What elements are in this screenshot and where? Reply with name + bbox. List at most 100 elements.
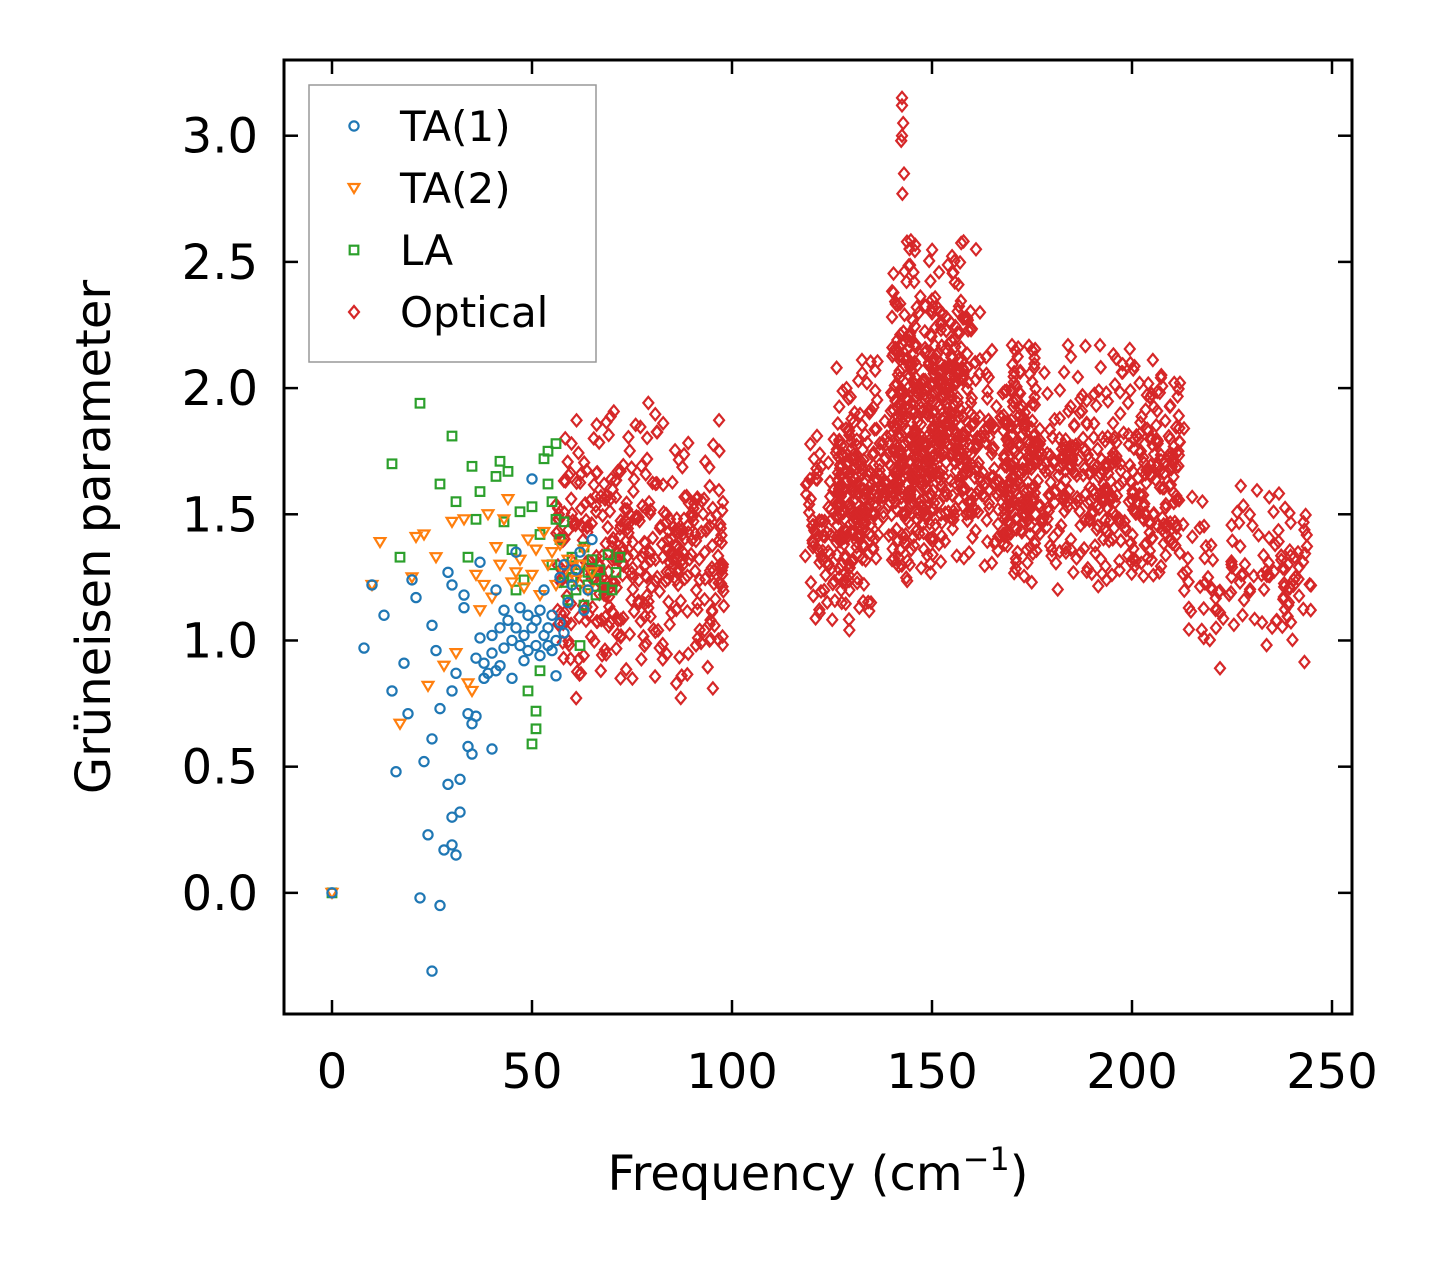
data-point: [925, 292, 939, 308]
data-point: [542, 478, 554, 490]
data-point: [584, 567, 600, 580]
data-point: [1270, 612, 1284, 628]
data-point: [466, 748, 478, 760]
data-point: [907, 427, 921, 443]
plot-frame: [282, 58, 1354, 1016]
data-point: [1177, 420, 1191, 437]
data-point: [937, 410, 951, 426]
data-point: [1284, 514, 1298, 531]
data-point: [1114, 456, 1127, 472]
data-point: [1074, 391, 1087, 407]
data-point: [1149, 471, 1162, 488]
data-point: [704, 612, 717, 628]
data-point: [589, 488, 602, 505]
data-point: [872, 457, 886, 473]
data-point: [1062, 403, 1075, 419]
data-point: [1097, 490, 1111, 506]
data-point: [458, 589, 470, 601]
data-point: [847, 446, 861, 462]
data-point: [842, 622, 856, 638]
data-point: [919, 479, 933, 495]
data-point: [1015, 524, 1029, 541]
data-point: [887, 265, 900, 282]
x-tick-label: 100: [686, 1044, 778, 1100]
data-point: [903, 326, 916, 342]
data-point: [472, 605, 488, 618]
legend-marker: [348, 120, 360, 132]
data-point: [816, 543, 830, 559]
data-point: [713, 516, 727, 532]
data-point: [562, 596, 574, 609]
data-point: [402, 707, 414, 720]
data-point: [1038, 463, 1052, 480]
data-point: [1286, 632, 1299, 648]
data-point: [591, 556, 605, 573]
data-point: [579, 612, 593, 629]
data-point: [438, 844, 450, 856]
data-point: [1025, 342, 1039, 358]
data-point: [1300, 538, 1314, 555]
data-point: [961, 322, 975, 338]
data-point: [1089, 397, 1103, 414]
data-point: [640, 430, 654, 446]
data-point: [434, 478, 446, 490]
data-point: [468, 569, 484, 582]
data-point: [659, 541, 673, 557]
data-point: [1028, 389, 1041, 405]
data-point: [566, 551, 578, 563]
data-point: [621, 429, 635, 445]
data-point: [1079, 338, 1092, 354]
data-point: [893, 363, 906, 379]
data-point: [818, 513, 832, 529]
data-point: [894, 383, 907, 400]
data-point: [839, 595, 853, 612]
data-point: [446, 430, 458, 442]
data-point: [894, 387, 908, 403]
data-point: [922, 253, 936, 269]
data-point: [1005, 337, 1019, 353]
data-point: [817, 582, 831, 598]
data-point: [386, 685, 398, 697]
data-point: [518, 629, 530, 642]
data-point: [905, 402, 919, 419]
data-point: [717, 598, 731, 614]
data-point: [574, 640, 586, 651]
data-point: [924, 564, 938, 581]
legend-entries: TA(1) TA(2) LA Optical: [346, 102, 548, 337]
data-point: [446, 579, 458, 591]
data-point: [902, 333, 916, 349]
data-point: [470, 710, 482, 722]
data-point: [643, 544, 657, 560]
data-point: [1071, 369, 1085, 385]
data-point: [926, 405, 940, 421]
data-point: [1053, 543, 1067, 560]
data-point: [804, 491, 818, 507]
data-point: [712, 412, 726, 428]
data-point: [651, 622, 665, 639]
data-point: [1000, 538, 1014, 554]
data-point: [1081, 494, 1094, 511]
data-point: [932, 264, 946, 281]
data-point: [649, 551, 663, 568]
data-point: [1088, 537, 1102, 554]
data-point: [708, 591, 722, 607]
data-point: [813, 605, 827, 621]
data-point: [942, 381, 955, 398]
x-tick-label: 0: [317, 1044, 348, 1100]
data-point: [907, 470, 921, 486]
data-point: [326, 887, 338, 899]
data-point: [394, 551, 406, 563]
data-point: [1091, 518, 1105, 534]
data-point: [1139, 402, 1153, 418]
data-point: [550, 438, 562, 450]
data-point: [1074, 545, 1088, 561]
data-point: [1154, 558, 1168, 574]
data-point: [855, 352, 869, 368]
data-point: [598, 609, 612, 625]
data-point: [1016, 461, 1029, 477]
data-point: [1182, 621, 1196, 638]
data-point: [927, 412, 940, 428]
data-point: [540, 559, 556, 572]
data-point: [1157, 535, 1171, 552]
data-point: [698, 454, 712, 470]
